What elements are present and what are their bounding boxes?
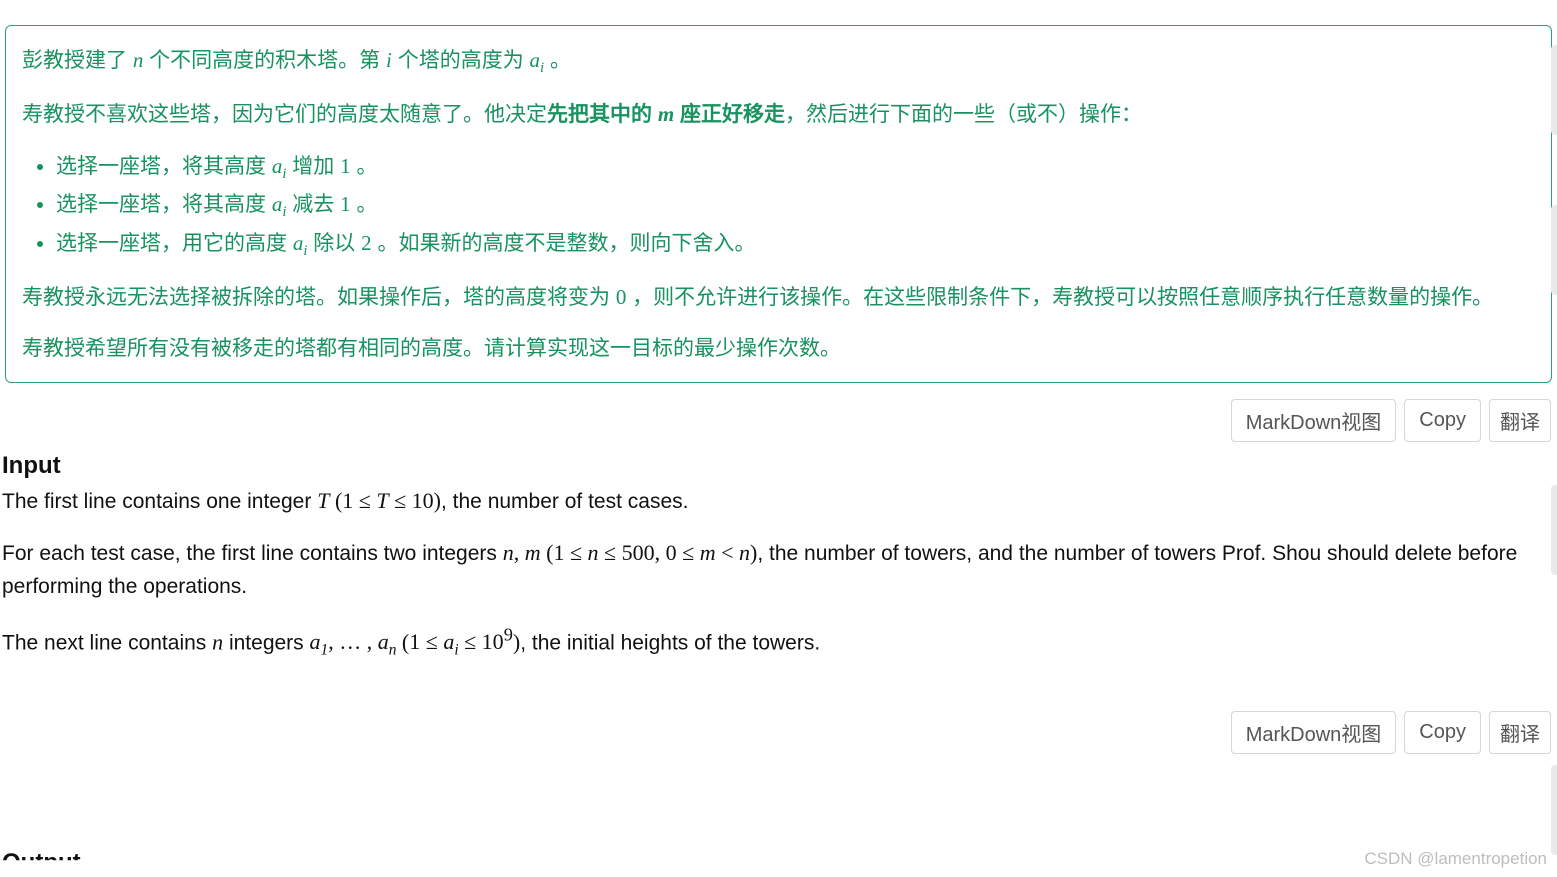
rail-tab[interactable] [1551, 765, 1557, 855]
input-line-1: The first line contains one integer T (1… [2, 484, 1551, 519]
input-line-3: The next line contains n integers a1, … … [2, 621, 1551, 663]
list-item: 选择一座塔，用它的高度 ai 除以 2 。如果新的高度不是整数，则向下舍入。 [56, 227, 1533, 263]
problem-p1: 彭教授建了 n 个不同高度的积木塔。第 i 个塔的高度为 ai 。 [22, 44, 1533, 80]
text: 彭教授建了 [22, 49, 133, 72]
math-T: T [317, 488, 329, 513]
list-item: 选择一座塔，将其高度 ai 增加 1 。 [56, 150, 1533, 186]
csdn-watermark: CSDN @lamentropetion [1364, 849, 1547, 869]
markdown-view-button[interactable]: MarkDown视图 [1231, 711, 1397, 754]
text: 寿教授不喜欢这些塔，因为它们的高度太随意了。他决定 [22, 103, 547, 126]
problem-p4: 寿教授希望所有没有被移走的塔都有相同的高度。请计算实现这一目标的最少操作次数。 [22, 333, 1533, 366]
bold-text: 先把其中的 m 座正好移走 [547, 103, 785, 126]
problem-statement-box: 彭教授建了 n 个不同高度的积木塔。第 i 个塔的高度为 ai 。 寿教授不喜欢… [5, 25, 1552, 383]
math-ai-constraint: 1 ≤ ai ≤ 109 [409, 629, 513, 654]
translate-button[interactable]: 翻译 [1489, 399, 1551, 442]
math-nm: n, m [503, 540, 541, 565]
input-title: Input [2, 452, 1557, 480]
button-row-1: MarkDown视图 Copy 翻译 [0, 383, 1557, 450]
button-row-2: MarkDown视图 Copy 翻译 [0, 681, 1557, 762]
list-item: 选择一座塔，将其高度 ai 减去 1 。 [56, 188, 1533, 224]
operations-list: 选择一座塔，将其高度 ai 增加 1 。 选择一座塔，将其高度 ai 减去 1 … [22, 150, 1533, 264]
problem-p2: 寿教授不喜欢这些塔，因为它们的高度太随意了。他决定先把其中的 m 座正好移走，然… [22, 98, 1533, 132]
var-n: n [133, 48, 144, 72]
text: 个不同高度的积木塔。第 [143, 49, 386, 72]
copy-button[interactable]: Copy [1404, 711, 1481, 754]
problem-p3: 寿教授永远无法选择被拆除的塔。如果操作后，塔的高度将变为 0 ，则不允许进行该操… [22, 281, 1533, 315]
copy-button[interactable]: Copy [1404, 399, 1481, 442]
input-line-2: For each test case, the first line conta… [2, 536, 1551, 603]
translate-button[interactable]: 翻译 [1489, 711, 1551, 754]
rail-tab[interactable] [1551, 485, 1557, 575]
text: ，然后进行下面的一些（或不）操作： [785, 103, 1142, 126]
text: 个塔的高度为 [392, 49, 530, 72]
math-seq: a1, … , an [310, 629, 397, 654]
math-constraint: 1 ≤ n ≤ 500, 0 ≤ m < n [553, 540, 750, 565]
markdown-view-button[interactable]: MarkDown视图 [1231, 399, 1397, 442]
output-title: Output [2, 849, 81, 877]
text: 。 [544, 49, 571, 72]
var-ai: ai [530, 48, 545, 72]
